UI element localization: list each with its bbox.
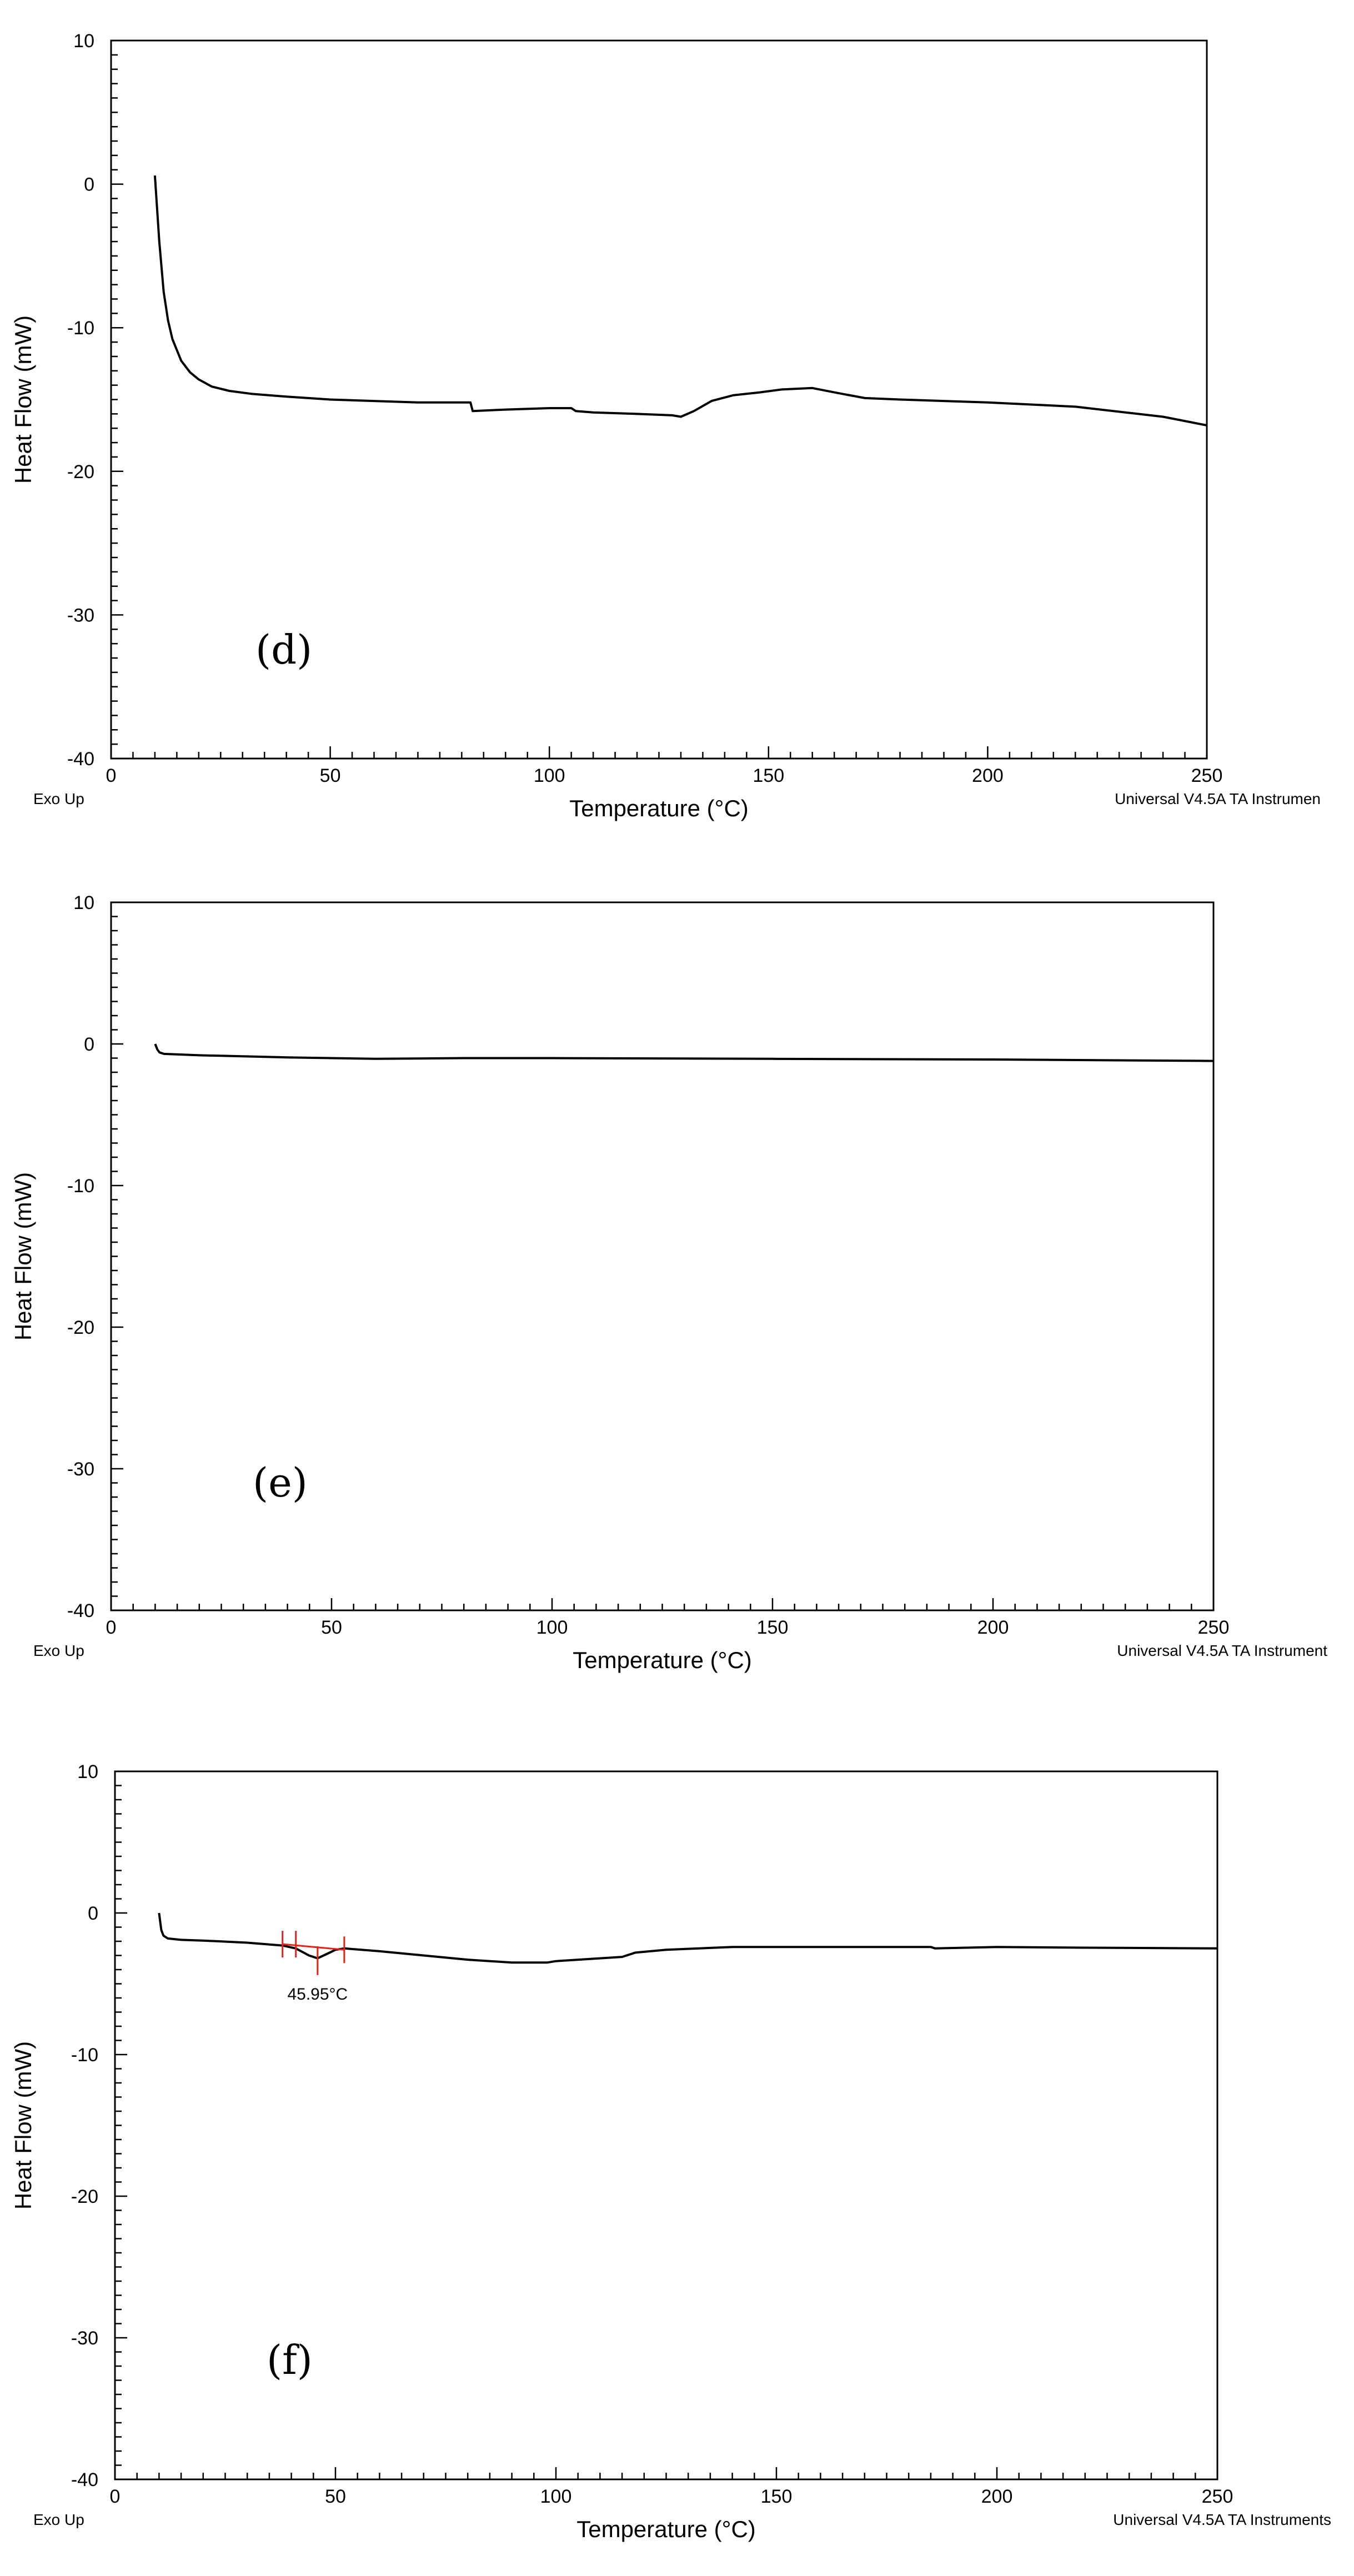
x-axis-title: Temperature (°C) bbox=[569, 795, 749, 821]
y-tick-label: 0 bbox=[84, 1034, 94, 1055]
x-tick-label: 100 bbox=[534, 765, 565, 786]
y-axis-title: Heat Flow (mW) bbox=[10, 315, 36, 484]
exo-up-note: Exo Up bbox=[33, 1642, 84, 1659]
panel-label: (d) bbox=[255, 626, 312, 673]
y-tick-label: -40 bbox=[71, 2469, 98, 2490]
x-tick-label: 250 bbox=[1198, 1617, 1230, 1638]
x-tick-label: 0 bbox=[106, 765, 117, 786]
panel-label: (e) bbox=[253, 1459, 308, 1506]
x-tick-label: 200 bbox=[981, 2486, 1013, 2507]
y-tick-label: -20 bbox=[67, 461, 94, 483]
x-axis-title: Temperature (°C) bbox=[576, 2516, 756, 2542]
x-tick-label: 200 bbox=[972, 765, 1004, 786]
y-axis-title: Heat Flow (mW) bbox=[10, 1172, 36, 1340]
instrument-note: Universal V4.5A TA Instrumen bbox=[1115, 790, 1321, 807]
y-tick-label: -20 bbox=[71, 2186, 98, 2207]
y-axis-title: Heat Flow (mW) bbox=[10, 2041, 36, 2210]
y-tick-label: 10 bbox=[73, 892, 94, 913]
x-tick-label: 0 bbox=[110, 2486, 121, 2507]
x-tick-label: 250 bbox=[1191, 765, 1223, 786]
x-tick-label: 150 bbox=[761, 2486, 793, 2507]
x-tick-label: 50 bbox=[325, 2486, 346, 2507]
y-tick-label: -30 bbox=[71, 2328, 98, 2349]
y-tick-label: -20 bbox=[67, 1317, 94, 1338]
x-tick-label: 50 bbox=[321, 1617, 342, 1638]
y-tick-label: -10 bbox=[67, 1176, 94, 1197]
chart-f: 0 50 100 150 200 250100-10-20-30-40Temperatur… bbox=[10, 1761, 1331, 2542]
y-tick-label: 10 bbox=[73, 31, 94, 52]
x-tick-label: 150 bbox=[757, 1617, 789, 1638]
instrument-note: Universal V4.5A TA Instrument bbox=[1117, 1642, 1327, 1659]
exo-up-note: Exo Up bbox=[33, 790, 84, 807]
chart-e: 0 50 100 150 200 250100-10-20-30-40Temperatur… bbox=[10, 892, 1327, 1673]
x-tick-label: 250 bbox=[1202, 2486, 1233, 2507]
panel-e: 0 50 100 150 200 250 10 0 -10 -20 -30 -40 Temperatur… bbox=[0, 855, 1354, 1694]
panel-d: 0 50 100 150 200 250 10 0 -10 -20 -30 -40 Temperatur… bbox=[0, 0, 1354, 838]
x-tick-label: 100 bbox=[536, 1617, 568, 1638]
y-tick-label: 0 bbox=[84, 174, 94, 195]
y-tick-label: -10 bbox=[71, 2045, 98, 2066]
chart-d: 0 50 100 150 200 250100-10-20-30-40Temperatur… bbox=[10, 31, 1321, 821]
panel-f: 0 50 100 150 200 250 10 0 -10 -20 -30 -40 Temperatur… bbox=[0, 1727, 1354, 2576]
x-tick-label: 150 bbox=[753, 765, 784, 786]
peak-temperature-label: 45.95°C bbox=[287, 1985, 348, 2003]
exo-up-note: Exo Up bbox=[33, 2511, 84, 2528]
x-tick-label: 200 bbox=[977, 1617, 1009, 1638]
instrument-note: Universal V4.5A TA Instruments bbox=[1113, 2511, 1331, 2528]
y-tick-label: -40 bbox=[67, 749, 94, 770]
series-line bbox=[153, 175, 1207, 426]
x-tick-label: 0 bbox=[106, 1617, 117, 1638]
y-tick-label: -10 bbox=[67, 318, 94, 339]
series-line bbox=[154, 1043, 1214, 1062]
y-tick-label: -30 bbox=[67, 605, 94, 626]
x-tick-label: 100 bbox=[540, 2486, 572, 2507]
y-tick-label: -30 bbox=[67, 1459, 94, 1480]
x-axis-title: Temperature (°C) bbox=[573, 1647, 752, 1673]
integration-baseline bbox=[282, 1943, 345, 1951]
y-tick-label: -40 bbox=[67, 1600, 94, 1621]
y-tick-label: 10 bbox=[77, 1761, 98, 1782]
y-tick-label: 0 bbox=[88, 1903, 98, 1924]
panel-label: (f) bbox=[267, 2337, 313, 2383]
series-line bbox=[158, 1912, 1218, 1964]
x-tick-label: 50 bbox=[320, 765, 341, 786]
